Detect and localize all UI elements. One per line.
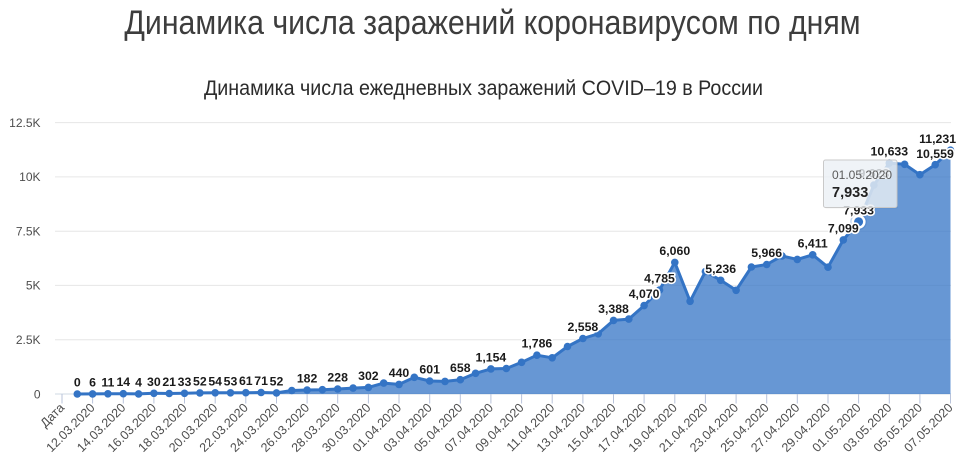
svg-text:14: 14 (116, 375, 130, 389)
svg-text:0: 0 (34, 387, 41, 401)
svg-text:30: 30 (147, 375, 161, 389)
svg-text:2.5K: 2.5K (16, 333, 41, 347)
svg-text:3,388: 3,388 (598, 302, 629, 316)
svg-text:10,633: 10,633 (870, 145, 908, 159)
svg-text:21: 21 (162, 375, 176, 389)
svg-text:1,154: 1,154 (476, 350, 507, 364)
svg-text:52: 52 (270, 374, 284, 388)
svg-text:601: 601 (419, 363, 440, 377)
svg-text:1,786: 1,786 (522, 337, 553, 351)
svg-text:6,411: 6,411 (798, 236, 828, 250)
svg-text:4,070: 4,070 (629, 287, 660, 301)
svg-text:52: 52 (193, 374, 207, 388)
svg-text:4: 4 (135, 375, 142, 389)
svg-text:6,060: 6,060 (659, 244, 690, 258)
svg-text:54: 54 (208, 374, 222, 388)
svg-text:5,966: 5,966 (751, 246, 782, 260)
svg-text:440: 440 (389, 366, 410, 380)
svg-text:7,099: 7,099 (828, 221, 859, 235)
svg-text:11: 11 (101, 375, 114, 389)
svg-text:10K: 10K (19, 170, 40, 184)
svg-text:7.5K: 7.5K (16, 225, 41, 239)
svg-text:5K: 5K (26, 279, 41, 293)
svg-text:182: 182 (297, 372, 318, 386)
svg-text:61: 61 (239, 374, 253, 388)
svg-text:4,785: 4,785 (644, 272, 675, 286)
svg-text:53: 53 (224, 374, 238, 388)
svg-text:33: 33 (178, 375, 192, 389)
svg-text:0: 0 (74, 376, 81, 390)
svg-text:11,231: 11,231 (919, 132, 956, 146)
svg-text:71: 71 (254, 374, 268, 388)
svg-text:12.5K: 12.5K (9, 116, 40, 130)
svg-text:228: 228 (327, 371, 348, 385)
svg-text:2,558: 2,558 (568, 320, 599, 334)
svg-text:6: 6 (89, 375, 96, 389)
svg-text:01.05.2020: 01.05.2020 (832, 168, 892, 182)
svg-text:302: 302 (358, 369, 379, 383)
svg-text:10,559: 10,559 (916, 147, 954, 161)
svg-text:7,933: 7,933 (832, 185, 868, 201)
svg-text:5,236: 5,236 (705, 262, 736, 276)
svg-text:658: 658 (450, 361, 471, 375)
